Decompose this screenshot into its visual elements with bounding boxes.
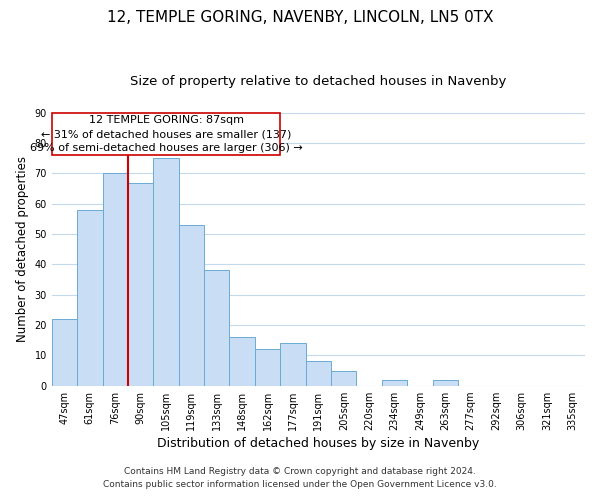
Bar bbox=[280, 343, 305, 386]
Bar bbox=[229, 337, 255, 386]
Bar bbox=[154, 158, 179, 386]
Bar bbox=[52, 113, 280, 155]
Text: 12, TEMPLE GORING, NAVENBY, LINCOLN, LN5 0TX: 12, TEMPLE GORING, NAVENBY, LINCOLN, LN5… bbox=[107, 10, 493, 25]
Bar bbox=[433, 380, 458, 386]
Bar bbox=[52, 319, 77, 386]
Bar bbox=[128, 182, 154, 386]
Y-axis label: Number of detached properties: Number of detached properties bbox=[16, 156, 29, 342]
Bar bbox=[382, 380, 407, 386]
Text: Contains HM Land Registry data © Crown copyright and database right 2024.
Contai: Contains HM Land Registry data © Crown c… bbox=[103, 468, 497, 489]
Bar bbox=[331, 370, 356, 386]
Bar bbox=[103, 174, 128, 386]
X-axis label: Distribution of detached houses by size in Navenby: Distribution of detached houses by size … bbox=[157, 437, 479, 450]
Bar bbox=[305, 362, 331, 386]
Text: 12 TEMPLE GORING: 87sqm
← 31% of detached houses are smaller (137)
69% of semi-d: 12 TEMPLE GORING: 87sqm ← 31% of detache… bbox=[29, 115, 302, 153]
Bar bbox=[204, 270, 229, 386]
Title: Size of property relative to detached houses in Navenby: Size of property relative to detached ho… bbox=[130, 75, 506, 88]
Bar bbox=[77, 210, 103, 386]
Bar bbox=[255, 350, 280, 386]
Bar bbox=[179, 225, 204, 386]
